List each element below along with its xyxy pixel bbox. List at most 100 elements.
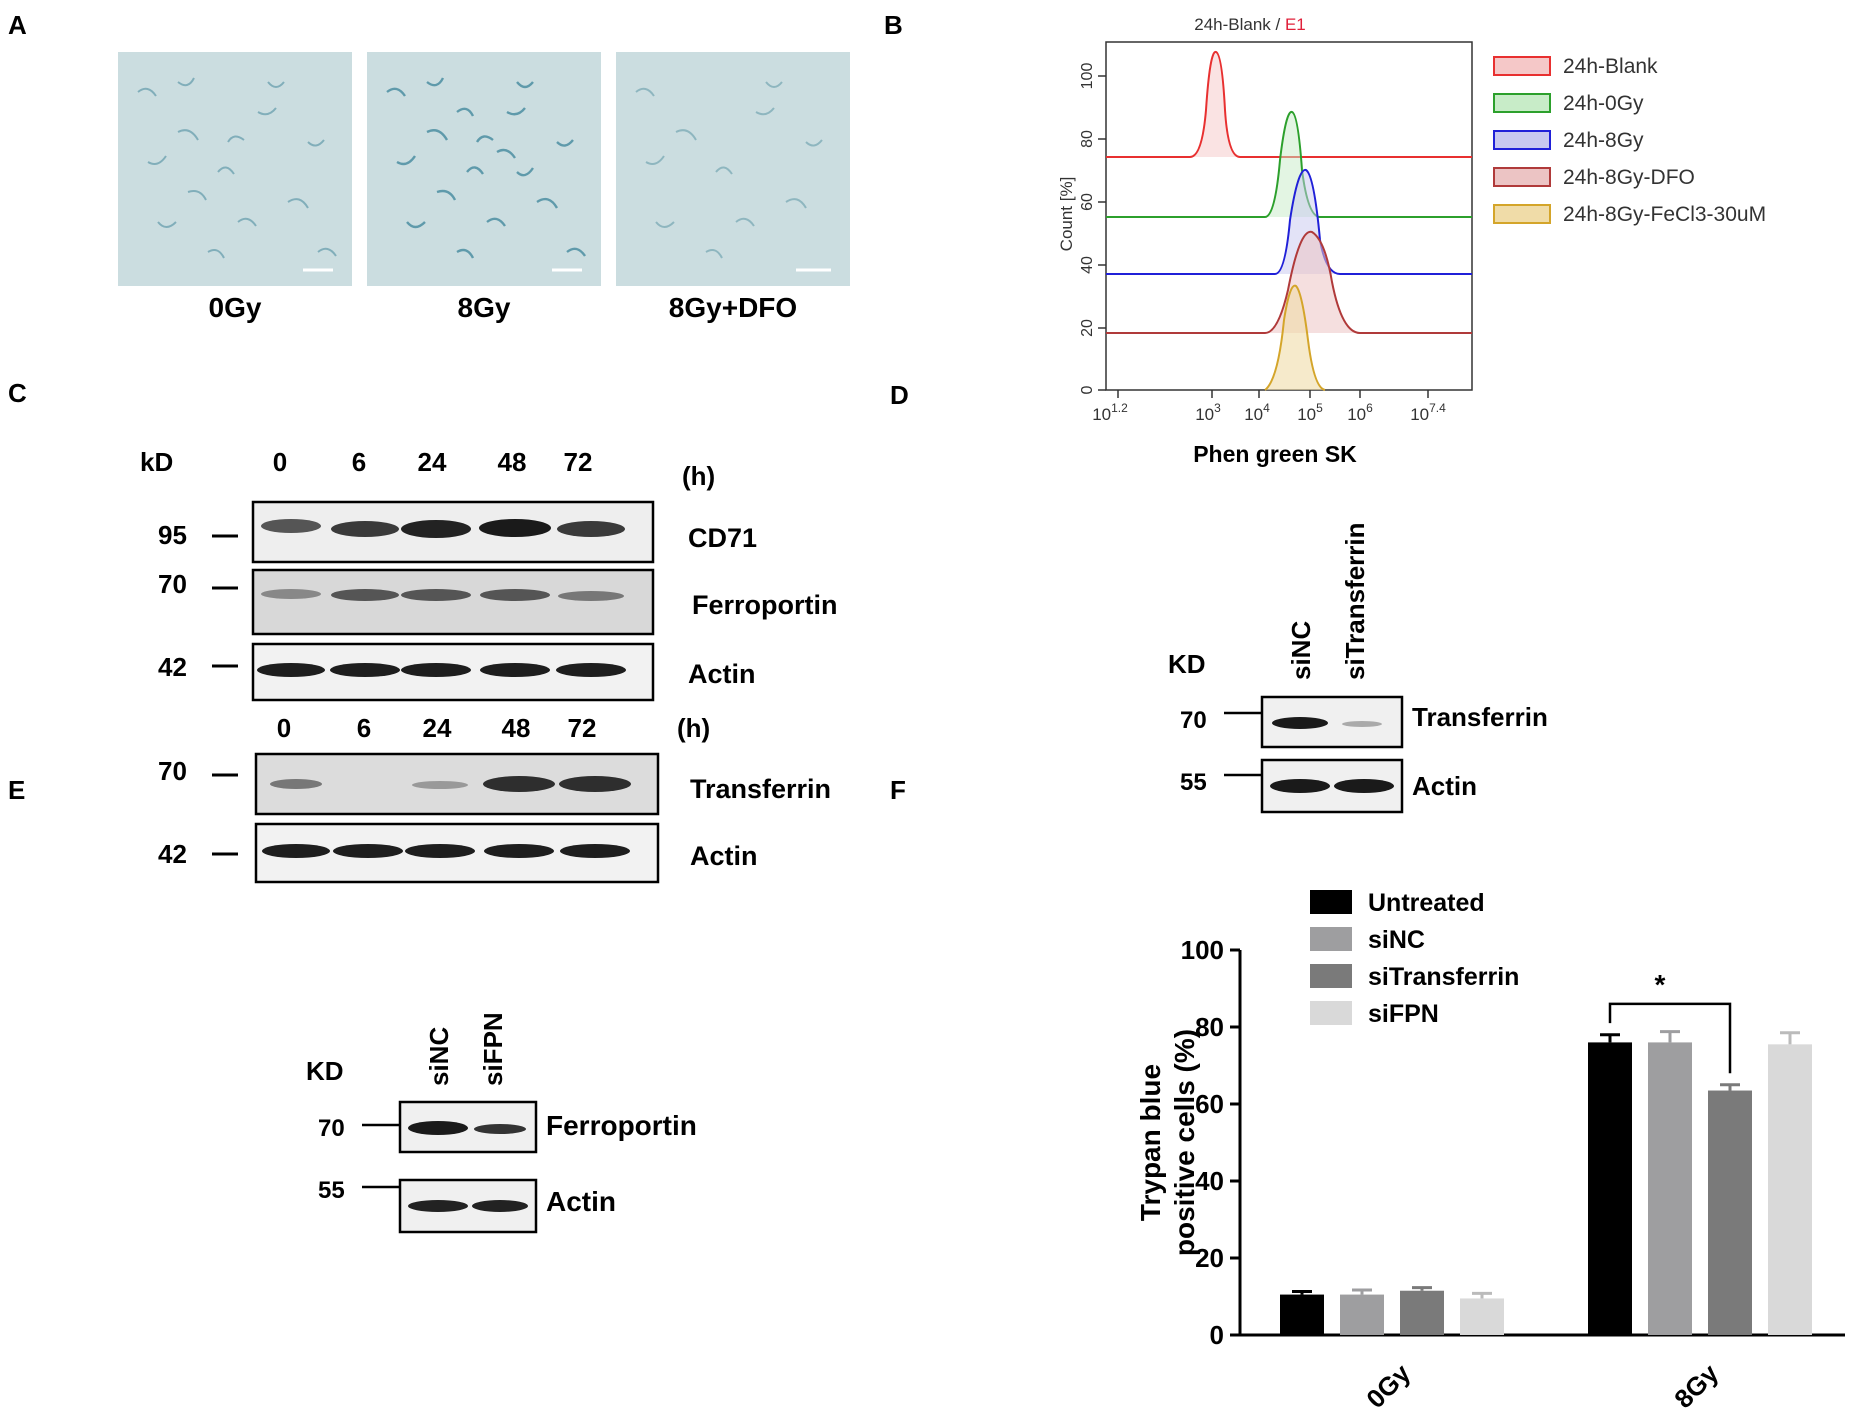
svg-text:103: 103 <box>1195 401 1221 424</box>
lane-sinc-d: siNC <box>1286 621 1316 680</box>
protein-actin-bottom: Actin <box>690 841 758 871</box>
trace-24h-0gy <box>1106 111 1472 218</box>
y-tick-20: 20 <box>1079 319 1096 337</box>
legend-label-dfo: 24h-8Gy-DFO <box>1563 166 1695 189</box>
micrograph-8gy-dfo-texture <box>635 81 831 272</box>
histogram-x-tick-labels: 101.2 103 104 105 106 107.4 <box>1092 401 1446 424</box>
x-tick-base-3: 10 <box>1297 405 1316 424</box>
protein-transferrin: Transferrin <box>690 774 831 804</box>
band-e-sifpn-actin <box>472 1200 528 1212</box>
y-tick-label: 60 <box>1195 1089 1224 1119</box>
panel-c-mw-bottom: 70 42 <box>158 756 187 869</box>
panel-c-time-unit-top: (h) <box>682 461 715 491</box>
mw-70-bottom: 70 <box>158 756 187 786</box>
bar-sifpn-8gy <box>1768 1044 1812 1335</box>
time-bottom-72: 72 <box>568 713 597 743</box>
micrograph-0gy-texture <box>137 77 337 272</box>
panel-e-western-blot: KD siNC siFPN 70 55 Ferroportin Actin <box>306 1012 697 1234</box>
x-tick-exp-3: 5 <box>1316 401 1323 415</box>
band-e-sifpn-ferroportin <box>474 1124 526 1134</box>
band-e-sinc-actin <box>408 1200 468 1212</box>
legend-label-sitransferrin: siTransferrin <box>1368 963 1519 991</box>
histogram-legend: 24h-Blank 24h-0Gy 24h-8Gy 24h-8Gy-DFO 24… <box>1493 55 1766 226</box>
legend-swatch-8gy <box>1493 130 1551 150</box>
legend-swatch-sitransferrin <box>1310 964 1352 988</box>
panel-c-mw-top: 95 70 42 <box>158 520 187 682</box>
y-tick-60: 60 <box>1079 193 1096 211</box>
histogram-x-label: Phen green SK <box>1193 441 1357 467</box>
x-tick-exp-0: 1.2 <box>1111 401 1128 415</box>
panel-label-f: F <box>890 775 906 805</box>
legend-swatch-fecl3 <box>1493 204 1551 224</box>
panel-label-b: B <box>884 10 903 40</box>
significance-bracket <box>1608 1002 1732 1074</box>
caption-0gy: 0Gy <box>208 292 262 323</box>
x-tick-base-1: 10 <box>1195 405 1214 424</box>
bar-sitransferrin-8gy <box>1708 1090 1752 1335</box>
legend-label-blank: 24h-Blank <box>1563 55 1658 78</box>
legend-swatch-0gy <box>1493 93 1551 113</box>
protein-d-transferrin: Transferrin <box>1412 702 1548 732</box>
x-tick-base-0: 10 <box>1092 405 1111 424</box>
x-tick-base-4: 10 <box>1347 405 1366 424</box>
legend-swatch-sinc <box>1310 927 1352 951</box>
legend-label-sifpn: siFPN <box>1368 1000 1439 1028</box>
micrograph-0gy <box>118 52 352 286</box>
panel-d-kd-label: KD <box>1168 649 1206 679</box>
panel-c-mw-dashes-bottom <box>212 773 238 856</box>
legend-swatch-dfo <box>1493 167 1551 187</box>
significance-marker: * <box>1655 969 1666 1000</box>
panel-label-a: A <box>8 10 27 40</box>
bands-ferroportin <box>261 589 624 601</box>
svg-text:106: 106 <box>1347 401 1373 424</box>
blot-ferroportin <box>251 568 655 636</box>
y-tick-40: 40 <box>1079 256 1096 274</box>
legend-label-0gy: 24h-0Gy <box>1563 92 1644 115</box>
legend-label-fecl3: 24h-8Gy-FeCl3-30uM <box>1563 203 1766 226</box>
bar-untreated-8gy <box>1588 1042 1632 1335</box>
legend-swatch-sifpn <box>1310 1001 1352 1025</box>
x-tick-label-0gy: 0Gy <box>1360 1358 1416 1413</box>
band-e-sinc-ferroportin <box>408 1121 468 1135</box>
lane-sitransferrin: siTransferrin <box>1340 522 1370 680</box>
panel-e-kd-label: KD <box>306 1056 344 1086</box>
caption-8gy: 8Gy <box>457 292 511 323</box>
x-tick-base-2: 10 <box>1244 405 1263 424</box>
band-d-si-actin <box>1334 779 1394 793</box>
legend-swatch-untreated <box>1310 890 1352 914</box>
y-tick-label: 20 <box>1195 1243 1224 1273</box>
band-d-sinc-actin <box>1270 779 1330 793</box>
bands-cd71 <box>261 519 625 538</box>
svg-text:24h-Blank / E1: 24h-Blank / E1 <box>1194 15 1306 34</box>
x-tick-exp-5: 7.4 <box>1429 401 1446 415</box>
mw-95: 95 <box>158 520 187 550</box>
histogram-y-ticks <box>1098 75 1106 391</box>
y-tick-label: 100 <box>1181 935 1224 965</box>
histogram-traces <box>1106 51 1472 391</box>
y-tick-label: 80 <box>1195 1012 1224 1042</box>
bands-transferrin <box>270 776 631 792</box>
time-top-24: 24 <box>418 447 447 477</box>
panel-label-e: E <box>8 775 26 805</box>
x-tick-label-8gy: 8Gy <box>1668 1358 1724 1413</box>
micrograph-8gy-texture <box>386 77 586 272</box>
panel-c-western-blot: kD 0 6 24 48 72 (h) 95 70 42 <box>140 447 838 884</box>
y-tick-0: 0 <box>1079 385 1096 394</box>
protein-e-actin: Actin <box>546 1186 616 1217</box>
panel-c-proteins-top: CD71 Ferroportin Actin <box>688 523 838 689</box>
svg-text:104: 104 <box>1244 401 1270 424</box>
lane-sifpn: siFPN <box>478 1012 508 1086</box>
legend-label-untreated: Untreated <box>1368 889 1485 917</box>
micrograph-8gy <box>367 52 601 286</box>
mw-42-top: 42 <box>158 652 187 682</box>
chart-y-label-line2: positive cells (%) <box>1169 1029 1200 1256</box>
protein-e-ferroportin: Ferroportin <box>546 1110 697 1141</box>
mw-e-70: 70 <box>318 1115 345 1142</box>
histogram-x-ticks <box>1117 390 1429 398</box>
panel-b-histogram: 24h-Blank / E1 0 20 40 60 80 100 Count [… <box>1057 15 1766 467</box>
x-tick-exp-1: 3 <box>1214 401 1221 415</box>
bands-actin-bottom <box>262 844 630 858</box>
legend-label-8gy: 24h-8Gy <box>1563 129 1644 152</box>
mw-e-55: 55 <box>318 1177 345 1204</box>
x-tick-base-5: 10 <box>1410 405 1429 424</box>
